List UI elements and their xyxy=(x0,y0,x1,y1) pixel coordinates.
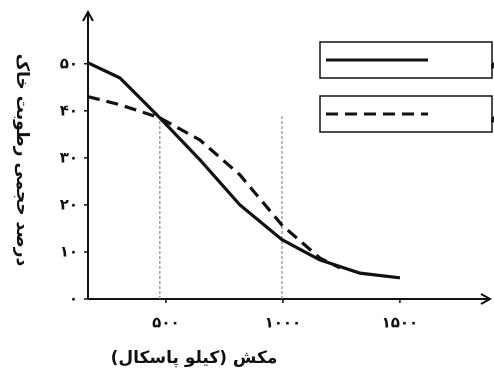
y-arrow xyxy=(82,9,94,22)
x-axis-label: مکش (کیلو پاسکال) xyxy=(111,348,278,368)
x-arrow xyxy=(480,293,493,305)
y-tick-label: ۴۰ xyxy=(60,101,78,119)
legend-box xyxy=(319,95,493,133)
y-tick-label: ۰ xyxy=(69,290,78,308)
y-tick-label: ۱۰ xyxy=(60,242,78,260)
x-tick-label: ۵۰۰ xyxy=(152,314,179,332)
y-tick-label: ۳۰ xyxy=(60,148,78,166)
x-tick-label: ۱۵۰۰ xyxy=(382,314,419,332)
legend-label: راکم xyxy=(490,104,494,123)
legend-box xyxy=(319,41,493,79)
y-tick-label: ۲۰ xyxy=(60,195,78,213)
line-series xyxy=(87,95,341,270)
x-tick-label: ۱۰۰۰ xyxy=(265,314,302,332)
legend-label: تراکم xyxy=(490,50,494,69)
y-tick-label: ۵۰ xyxy=(60,54,78,72)
line-series xyxy=(87,61,401,280)
y-axis-label: درصد حجمی رطوبت خاک xyxy=(12,54,32,267)
